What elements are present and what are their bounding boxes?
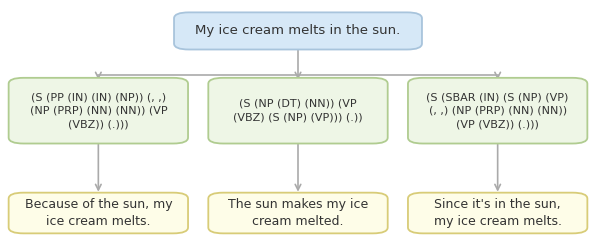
Text: (S (PP (IN) (IN) (NP)) (, ,)
(NP (PRP) (NN) (NN)) (VP
(VBZ)) (.))): (S (PP (IN) (IN) (NP)) (, ,) (NP (PRP) (… <box>30 92 167 129</box>
FancyBboxPatch shape <box>9 193 188 233</box>
FancyBboxPatch shape <box>209 193 388 233</box>
FancyBboxPatch shape <box>408 193 588 233</box>
FancyBboxPatch shape <box>9 78 188 144</box>
Text: (S (SBAR (IN) (S (NP) (VP)
(, ,) (NP (PRP) (NN) (NN))
(VP (VBZ)) (.))): (S (SBAR (IN) (S (NP) (VP) (, ,) (NP (PR… <box>427 92 569 129</box>
Text: The sun makes my ice
cream melted.: The sun makes my ice cream melted. <box>228 198 368 228</box>
Text: My ice cream melts in the sun.: My ice cream melts in the sun. <box>195 25 401 37</box>
Text: (S (NP (DT) (NN)) (VP
(VBZ) (S (NP) (VP))) (.)): (S (NP (DT) (NN)) (VP (VBZ) (S (NP) (VP)… <box>233 99 363 123</box>
FancyBboxPatch shape <box>408 78 588 144</box>
Text: Because of the sun, my
ice cream melts.: Because of the sun, my ice cream melts. <box>24 198 172 228</box>
FancyBboxPatch shape <box>174 12 422 50</box>
FancyBboxPatch shape <box>209 78 388 144</box>
Text: Since it's in the sun,
my ice cream melts.: Since it's in the sun, my ice cream melt… <box>434 198 561 228</box>
